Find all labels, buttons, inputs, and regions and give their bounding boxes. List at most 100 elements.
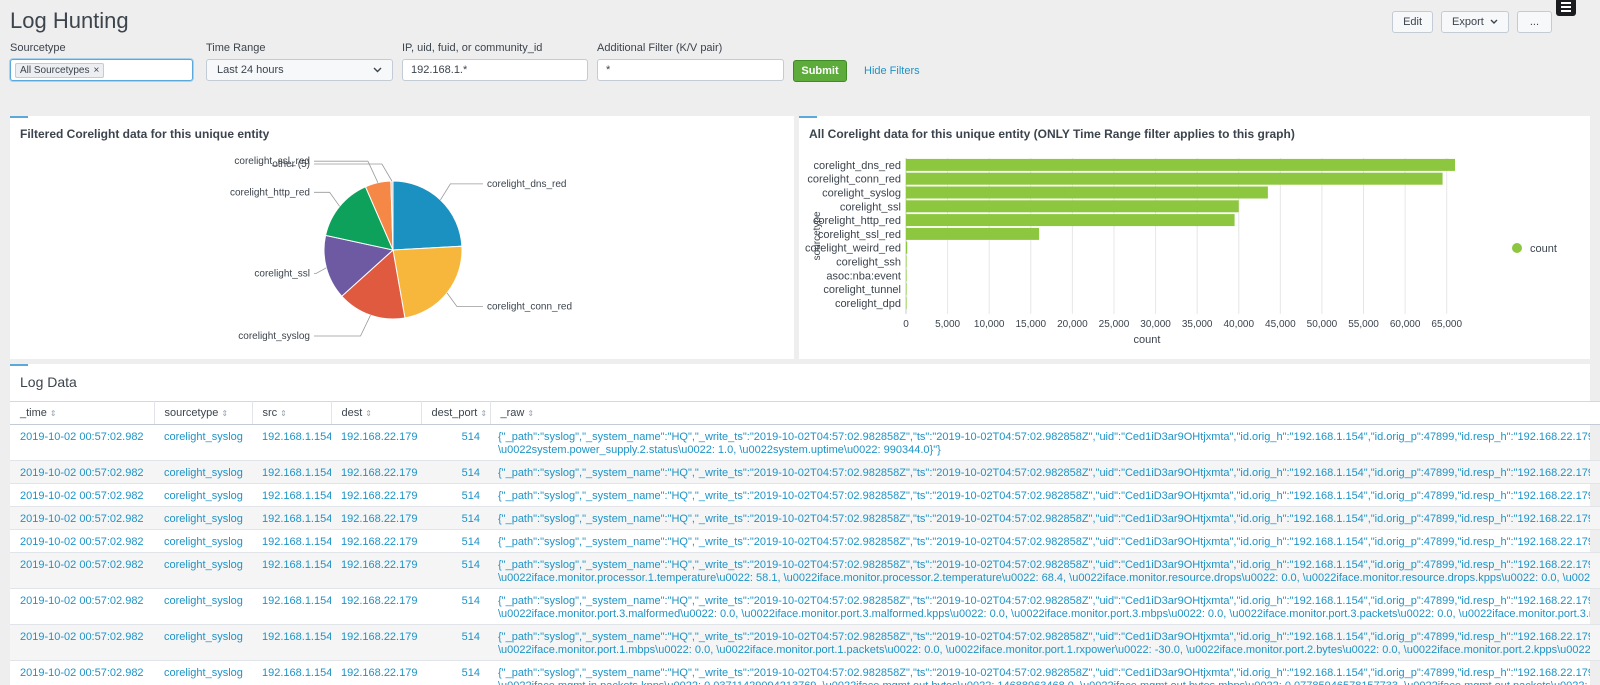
bar[interactable] [906,200,1239,213]
dest-port-cell[interactable]: 514 [421,660,490,685]
dest-port-cell[interactable]: 514 [421,460,490,484]
src-cell[interactable]: 192.168.1.154 [252,506,331,530]
y-axis-label: sourcetype [812,211,823,260]
sourcetype-cell[interactable]: corelight_syslog [154,460,252,484]
column-header[interactable]: _time ⇕ [10,401,155,425]
bar[interactable] [906,255,907,268]
column-header[interactable]: dest_port ⇕ [421,401,491,425]
legend-label[interactable]: count [1530,243,1557,255]
dest-cell[interactable]: 192.168.22.179 [331,588,421,625]
bar[interactable] [906,214,1235,227]
column-header[interactable]: _raw ⇕ [490,401,1600,425]
table-row[interactable]: 2019-10-02 00:57:02.982 corelight_syslog 1… [10,552,1600,589]
raw-cell[interactable]: {"_path":"syslog","_system_name":"HQ","_… [490,624,1600,661]
src-cell[interactable]: 192.168.1.154 [252,552,331,589]
src-cell[interactable]: 192.168.1.154 [252,588,331,625]
raw-cell[interactable]: {"_path":"syslog","_system_name":"HQ","_… [490,552,1600,589]
sourcetype-multiselect[interactable]: All Sourcetypes × [10,59,193,81]
bar[interactable] [906,227,1040,240]
dest-cell[interactable]: 192.168.22.179 [331,624,421,661]
sourcetype-cell[interactable]: corelight_syslog [154,624,252,661]
pie-slice[interactable] [392,245,463,319]
time-cell[interactable]: 2019-10-02 00:57:02.982 [10,588,154,625]
raw-cell[interactable]: {"_path":"syslog","_system_name":"HQ","_… [490,660,1600,685]
time-cell[interactable]: 2019-10-02 00:57:02.982 [10,460,154,484]
pie-slice-label: corelight_ssl_red [234,156,310,167]
export-button[interactable]: Export [1441,11,1509,33]
dest-port-cell[interactable]: 514 [421,506,490,530]
column-header[interactable]: dest ⇕ [331,401,422,425]
dest-port-cell[interactable]: 514 [421,483,490,507]
sourcetype-cell[interactable]: corelight_syslog [154,588,252,625]
time-cell[interactable]: 2019-10-02 00:57:02.982 [10,529,154,553]
bar[interactable] [906,186,1268,199]
sourcetype-cell[interactable]: corelight_syslog [154,483,252,507]
table-row[interactable]: 2019-10-02 00:57:02.982 corelight_syslog 1… [10,424,1600,461]
bar[interactable] [906,158,1456,171]
raw-cell[interactable]: {"_path":"syslog","_system_name":"HQ","_… [490,424,1600,461]
src-cell[interactable]: 192.168.1.154 [252,624,331,661]
column-header[interactable]: src ⇕ [252,401,332,425]
src-cell[interactable]: 192.168.1.154 [252,424,331,461]
sourcetype-cell[interactable]: corelight_syslog [154,660,252,685]
src-cell[interactable]: 192.168.1.154 [252,460,331,484]
bar[interactable] [906,283,907,296]
sourcetype-cell[interactable]: corelight_syslog [154,552,252,589]
sourcetype-cell[interactable]: corelight_syslog [154,529,252,553]
time-cell[interactable]: 2019-10-02 00:57:02.982 [10,424,154,461]
column-header[interactable]: sourcetype ⇕ [154,401,253,425]
sourcetype-cell[interactable]: corelight_syslog [154,424,252,461]
src-cell[interactable]: 192.168.1.154 [252,483,331,507]
more-actions-button[interactable]: ... [1516,11,1552,33]
dest-port-cell[interactable]: 514 [421,529,490,553]
raw-line: {"_path":"syslog","_system_name":"HQ","_… [498,490,1590,502]
raw-cell[interactable]: {"_path":"syslog","_system_name":"HQ","_… [490,460,1600,484]
bar[interactable] [906,172,1443,185]
pie-slice[interactable] [390,180,394,251]
dest-cell[interactable]: 192.168.22.179 [331,424,421,461]
src-cell[interactable]: 192.168.1.154 [252,660,331,685]
src-cell[interactable]: 192.168.1.154 [252,529,331,553]
ip-input[interactable]: 192.168.1.* [402,59,588,81]
time-cell[interactable]: 2019-10-02 00:57:02.982 [10,552,154,589]
raw-cell[interactable]: {"_path":"syslog","_system_name":"HQ","_… [490,506,1600,530]
raw-cell[interactable]: {"_path":"syslog","_system_name":"HQ","_… [490,483,1600,507]
time-cell[interactable]: 2019-10-02 00:57:02.982 [10,660,154,685]
bar[interactable] [906,241,908,254]
dest-port-cell[interactable]: 514 [421,424,490,461]
bar[interactable] [906,296,907,309]
table-row[interactable]: 2019-10-02 00:57:02.982 corelight_syslog 1… [10,506,1600,530]
table-row[interactable]: 2019-10-02 00:57:02.982 corelight_syslog 1… [10,460,1600,484]
table-row[interactable]: 2019-10-02 00:57:02.982 corelight_syslog 1… [10,660,1600,685]
table-row[interactable]: 2019-10-02 00:57:02.982 corelight_syslog 1… [10,588,1600,625]
time-cell[interactable]: 2019-10-02 00:57:02.982 [10,624,154,661]
time-cell[interactable]: 2019-10-02 00:57:02.982 [10,506,154,530]
dest-cell[interactable]: 192.168.22.179 [331,660,421,685]
dest-cell[interactable]: 192.168.22.179 [331,529,421,553]
dest-cell[interactable]: 192.168.22.179 [331,460,421,484]
raw-cell[interactable]: {"_path":"syslog","_system_name":"HQ","_… [490,529,1600,553]
additional-filter-input[interactable]: * [597,59,784,81]
raw-cell[interactable]: {"_path":"syslog","_system_name":"HQ","_… [490,588,1600,625]
pie-slice[interactable] [323,234,395,297]
submit-button[interactable]: Submit [793,60,847,82]
edit-button[interactable]: Edit [1392,11,1434,33]
table-row[interactable]: 2019-10-02 00:57:02.982 corelight_syslog 1… [10,483,1600,507]
dest-port-cell[interactable]: 514 [421,624,490,661]
menu-icon[interactable] [1556,0,1576,16]
dest-port-cell[interactable]: 514 [421,588,490,625]
dest-cell[interactable]: 192.168.22.179 [331,552,421,589]
time-cell[interactable]: 2019-10-02 00:57:02.982 [10,483,154,507]
time-range-dropdown[interactable]: Last 24 hours [206,59,393,81]
token-remove-icon[interactable]: × [93,64,100,76]
bar[interactable] [906,269,907,282]
table-row[interactable]: 2019-10-02 00:57:02.982 corelight_syslog 1… [10,624,1600,661]
sourcetype-cell[interactable]: corelight_syslog [154,506,252,530]
pie-slice[interactable] [341,249,406,320]
dest-cell[interactable]: 192.168.22.179 [331,506,421,530]
dest-port-cell[interactable]: 514 [421,552,490,589]
dest-cell[interactable]: 192.168.22.179 [331,483,421,507]
hide-filters-link[interactable]: Hide Filters [864,65,920,77]
pie-slice[interactable] [392,180,463,251]
table-row[interactable]: 2019-10-02 00:57:02.982 corelight_syslog 1… [10,529,1600,553]
